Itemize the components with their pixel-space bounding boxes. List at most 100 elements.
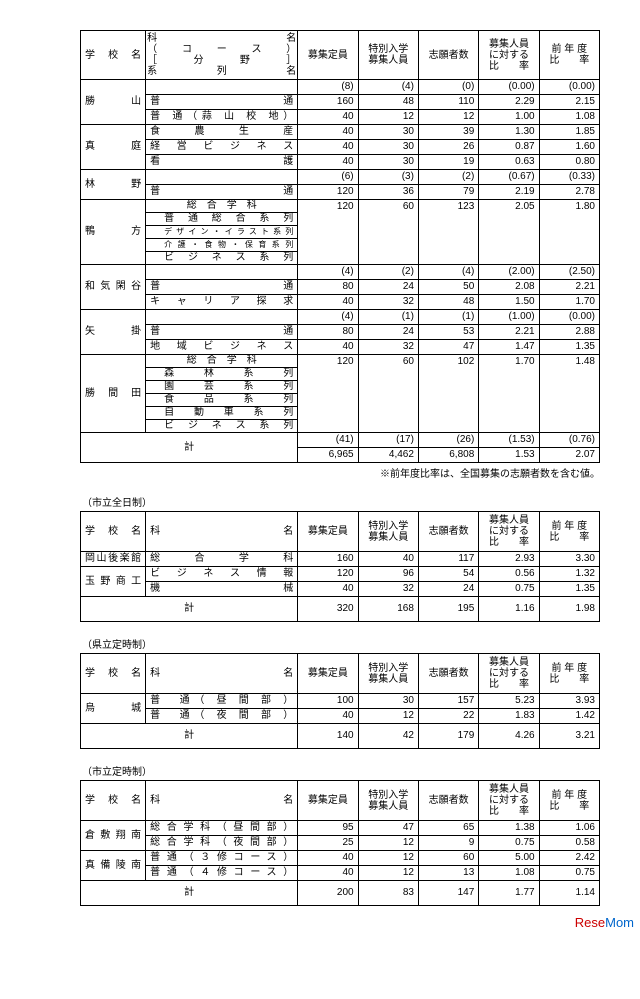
section-label-2: （市立全日制）	[82, 494, 600, 509]
dept-cell: 普 通	[146, 95, 298, 110]
table-row: 普 通12036792.192.78	[81, 185, 600, 200]
dept-cell: 森 林 系 列	[146, 368, 298, 381]
dept-cell: デザイン・イラスト系列	[146, 226, 298, 239]
dept-cell: 普 通	[146, 280, 298, 295]
value-cell: (0.67)	[479, 170, 539, 185]
value-cell: (2.50)	[539, 265, 599, 280]
value-cell: 39	[418, 125, 478, 140]
table-row: 普 通160481102.292.15	[81, 95, 600, 110]
value-cell: 30	[358, 155, 418, 170]
dept-cell: 普 通	[146, 325, 298, 340]
value-cell: 32	[358, 582, 418, 597]
value-cell: 95	[298, 821, 358, 836]
school-cell: 岡山後楽館	[81, 552, 146, 567]
value-cell: (1)	[418, 310, 478, 325]
value-cell: 80	[298, 325, 358, 340]
total-row: 計200831471.771.14	[81, 881, 600, 906]
school-cell: 勝 間 田	[81, 355, 146, 433]
dept-cell	[146, 310, 298, 325]
value-cell: 0.75	[539, 866, 599, 881]
value-cell: 40	[358, 552, 418, 567]
main-table: 学 校 名 科 名 （ コ ー ス ） ［ 分 野 ］ 系 列 名 募集定員 特…	[80, 30, 600, 463]
value-cell: 1.42	[539, 709, 599, 724]
value-cell: 60	[418, 851, 478, 866]
value-cell: 0.87	[479, 140, 539, 155]
total-label: 計	[81, 597, 298, 622]
table-row: 玉野商工ビ ジ ネ ス 情 報12096540.561.32	[81, 567, 600, 582]
school-cell: 倉敷翔南	[81, 821, 146, 851]
value-cell: 5.00	[479, 851, 539, 866]
value-cell: 0.75	[479, 836, 539, 851]
footnote: ※前年度比率は、全国募集の志願者数を含む値。	[80, 465, 600, 480]
value-cell: 12	[418, 110, 478, 125]
table-3: 学 校 名科 名募集定員特別入学募集人員志願者数募集人員に対する比 率前 年 度…	[80, 653, 600, 749]
dept-cell: 普 通	[146, 185, 298, 200]
dept-cell: 園 芸 系 列	[146, 381, 298, 394]
value-cell: 1.08	[479, 866, 539, 881]
value-cell: 30	[358, 140, 418, 155]
value-cell: 160	[298, 552, 358, 567]
table-row: 林 野(6)(3)(2)(0.67)(0.33)	[81, 170, 600, 185]
value-cell: 2.42	[539, 851, 599, 866]
value-cell: 25	[298, 836, 358, 851]
value-cell: (6)	[298, 170, 358, 185]
school-cell: 和気閑谷	[81, 265, 146, 310]
school-cell: 玉野商工	[81, 567, 146, 597]
dept-cell	[146, 265, 298, 280]
value-cell: 47	[418, 340, 478, 355]
total-label: 計	[81, 433, 298, 463]
section-label-4: （市立定時制）	[82, 763, 600, 778]
total-row: 計3201681951.161.98	[81, 597, 600, 622]
table-row: 真 庭食 農 生 産4030391.301.85	[81, 125, 600, 140]
value-cell: 2.15	[539, 95, 599, 110]
table-row: 倉敷翔南総合学科（昼間部）9547651.381.06	[81, 821, 600, 836]
value-cell: 50	[418, 280, 478, 295]
value-cell: (4)	[358, 80, 418, 95]
dept-cell	[146, 80, 298, 95]
value-cell: 30	[358, 125, 418, 140]
value-cell: (2)	[418, 170, 478, 185]
dept-cell: 総合学科（昼間部）	[146, 821, 298, 836]
value-cell: 3.30	[539, 552, 599, 567]
value-cell: 102	[418, 355, 478, 433]
hdr-school: 学 校 名	[81, 31, 146, 80]
value-cell: 3.93	[539, 694, 599, 709]
table-4: 学 校 名科 名募集定員特別入学募集人員志願者数募集人員に対する比 率前 年 度…	[80, 780, 600, 906]
table-row: 鴨 方総 合 学 科120601232.051.80	[81, 200, 600, 213]
value-cell: 40	[298, 125, 358, 140]
dept-cell: ビ ジ ネ ス 情 報	[146, 567, 298, 582]
value-cell: 117	[418, 552, 478, 567]
value-cell: 1.06	[539, 821, 599, 836]
value-cell: 1.38	[479, 821, 539, 836]
table-row: 真備陵南普通（３修コース）4012605.002.42	[81, 851, 600, 866]
value-cell: 1.00	[479, 110, 539, 125]
value-cell: 120	[298, 355, 358, 433]
value-cell: 110	[418, 95, 478, 110]
value-cell: 2.29	[479, 95, 539, 110]
dept-cell: 自 動 車 系 列	[146, 407, 298, 420]
hdr-tokubetsu: 特別入学募集人員	[358, 31, 418, 80]
dept-cell: ビ ジ ネ ス 系 列	[146, 420, 298, 433]
value-cell: 0.75	[479, 582, 539, 597]
table-row: 普 通8024502.082.21	[81, 280, 600, 295]
value-cell: (4)	[418, 265, 478, 280]
value-cell: 53	[418, 325, 478, 340]
value-cell: 1.48	[539, 355, 599, 433]
value-cell: 60	[358, 200, 418, 265]
table-row: 総合学科（夜間部）251290.750.58	[81, 836, 600, 851]
value-cell: 5.23	[479, 694, 539, 709]
value-cell: (3)	[358, 170, 418, 185]
value-cell: 9	[418, 836, 478, 851]
dept-cell: 普 通（ 昼 間 部 ）	[146, 694, 298, 709]
value-cell: 96	[358, 567, 418, 582]
value-cell: 2.21	[479, 325, 539, 340]
dept-cell: 経 営 ビ ジ ネ ス	[146, 140, 298, 155]
table-row: 普 通8024532.212.88	[81, 325, 600, 340]
value-cell: 2.08	[479, 280, 539, 295]
value-cell: 12	[358, 851, 418, 866]
value-cell: 1.32	[539, 567, 599, 582]
value-cell: 120	[298, 567, 358, 582]
value-cell: 1.08	[539, 110, 599, 125]
value-cell: 0.56	[479, 567, 539, 582]
total-paren-row: 計(41)(17)(26)(1.53)(0.76)	[81, 433, 600, 448]
